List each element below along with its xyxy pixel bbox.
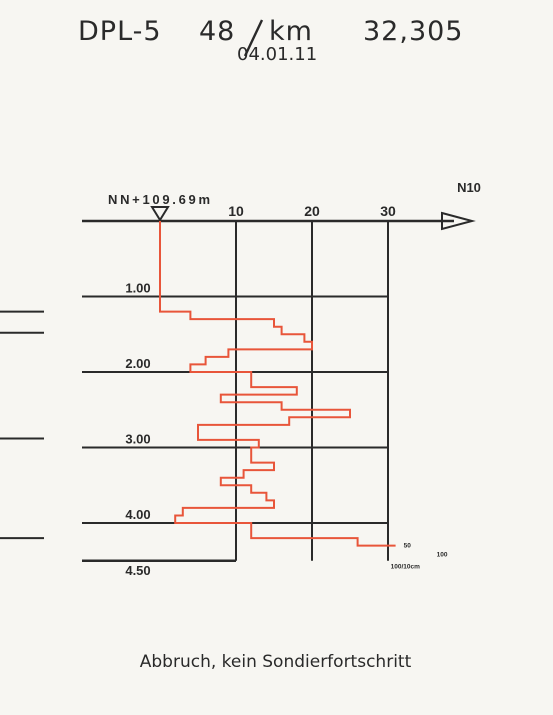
- km-value: 32,305: [363, 16, 464, 47]
- probe-number: 48: [199, 16, 236, 47]
- x-tick-label-30: 30: [380, 203, 396, 219]
- reference-level-label: NN+109.69m: [108, 192, 210, 207]
- x-tick-label-20: 20: [304, 203, 320, 219]
- blow-count-series: [159, 221, 396, 547]
- x-axis-label: N10: [457, 180, 481, 195]
- side-markers: [0, 310, 44, 540]
- y-tick-label-4.50: 4.50: [125, 563, 150, 578]
- end-annotation-blows: 50: [404, 543, 412, 550]
- x-tick-label-10: 10: [228, 203, 244, 219]
- y-tick-label-4.00: 4.00: [125, 507, 150, 522]
- slash-divider: [243, 19, 264, 57]
- header: DPL-5 48 km 32,305 04.01.11: [0, 0, 553, 80]
- y-tick-label-3.00: 3.00: [125, 432, 150, 447]
- x-axis-arrow: [441, 211, 476, 231]
- km-label: km: [269, 16, 313, 47]
- footer-note: Abbruch, kein Sondierfortschritt: [0, 652, 553, 672]
- reference-level-marker: [150, 206, 170, 222]
- end-annotation-max: 100: [437, 552, 448, 559]
- termination-note: Abbruch, kein Sondierfortschritt: [139, 652, 412, 672]
- end-annotation-unit: 100/10cm: [391, 564, 420, 571]
- probe-id: DPL-5: [78, 16, 162, 47]
- chart-axes: [82, 206, 476, 231]
- probe-date: 04.01.11: [237, 44, 318, 65]
- y-tick-label-2.00: 2.00: [125, 356, 150, 371]
- y-tick-label-1.00: 1.00: [125, 281, 150, 296]
- chart-labels: 10 20 30 1.00 2.00 3.00 4.00 4.50 NN+109.69m N10 5…: [108, 180, 481, 578]
